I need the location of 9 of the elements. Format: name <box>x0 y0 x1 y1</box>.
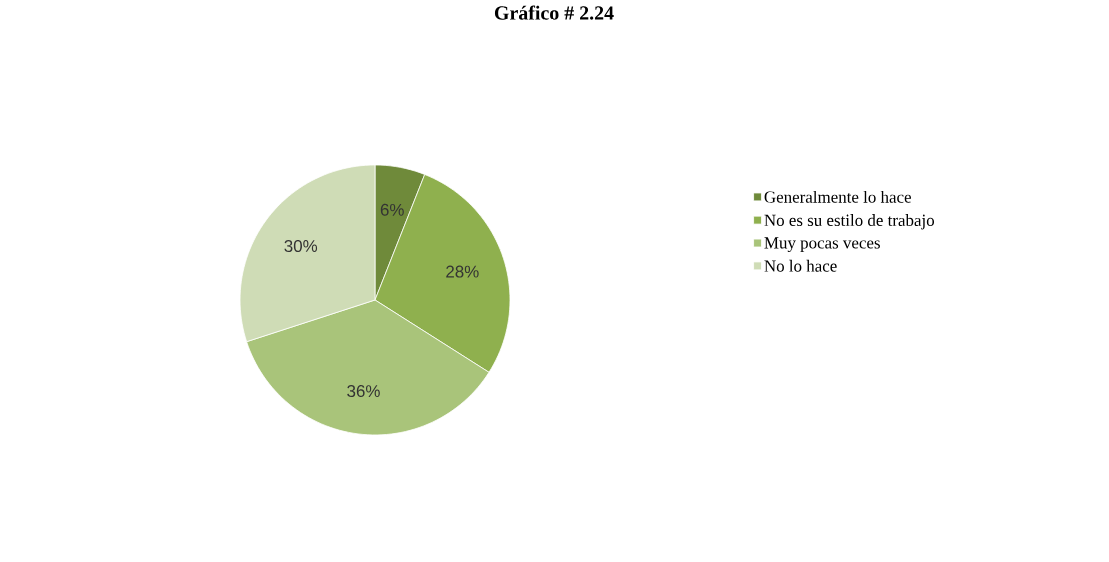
chart-title: Gráfico # 2.24 <box>494 5 614 20</box>
data-label: 6% <box>380 203 404 216</box>
legend-label: Generalmente lo hace <box>764 190 911 203</box>
data-label: 28% <box>446 265 479 278</box>
data-label: 30% <box>284 240 318 253</box>
data-label: 36% <box>347 385 380 398</box>
legend-label: Muy pocas veces <box>764 237 880 253</box>
legend-label: No es su estilo de trabajo <box>764 214 935 230</box>
legend-label: No lo hace <box>764 259 837 272</box>
